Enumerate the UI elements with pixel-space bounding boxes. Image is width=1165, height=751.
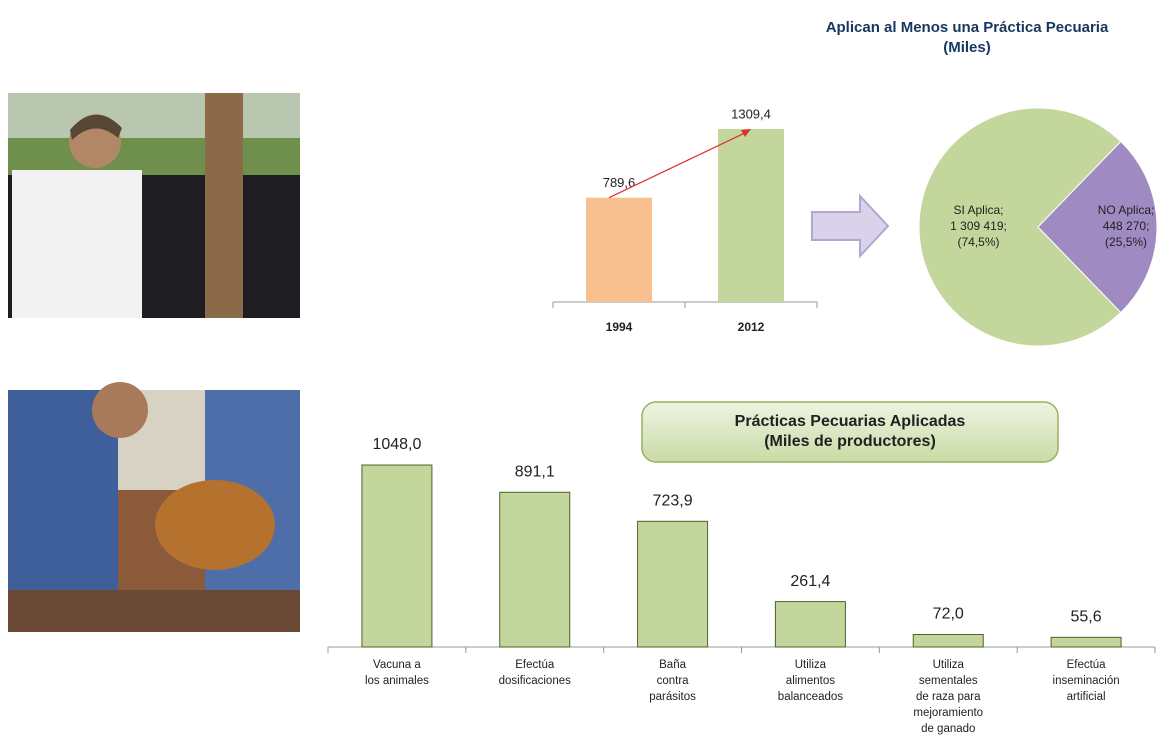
x-tick-label: 2012	[738, 320, 765, 334]
value-label: 55,6	[1071, 609, 1102, 626]
bar	[718, 128, 784, 302]
pie-slice	[918, 107, 1122, 347]
transition-arrow	[811, 193, 890, 259]
photo-cattle	[8, 93, 300, 318]
x-tick-label: Utiliza alimentos balanceados	[778, 659, 843, 703]
photo-chicken	[8, 382, 300, 632]
value-label: 723,9	[653, 493, 693, 510]
pie-slice	[1037, 140, 1158, 314]
value-label: 789,6	[603, 175, 636, 190]
x-tick-label: Baña contra parásitos	[649, 659, 696, 703]
x-tick-label: Vacuna a los animales	[365, 659, 429, 687]
value-label: 1309,4	[731, 106, 771, 121]
bar-chart-title: Prácticas Pecuarias Aplicadas (Miles de p…	[735, 413, 966, 450]
pie-title: Aplican al Menos una Práctica Pecuaria (M…	[826, 19, 1109, 56]
growth-arrowhead	[741, 128, 751, 137]
x-tick-label: Efectúa inseminación artificial	[1053, 659, 1120, 703]
title-box	[641, 401, 1059, 463]
x-tick-label: 1994	[606, 320, 633, 334]
value-label: 261,4	[790, 573, 830, 590]
value-label: 72,0	[933, 606, 964, 623]
growth-arrow	[608, 131, 748, 199]
bar	[637, 520, 709, 648]
slice-label: NO Aplica;	[1098, 203, 1155, 217]
bar	[774, 601, 846, 648]
bar	[499, 491, 571, 648]
x-tick-label: Utiliza sementales de raza para mejoramient…	[913, 659, 983, 735]
slice-label: SI Aplica;	[953, 203, 1003, 217]
count-label: 448 270;	[1103, 219, 1150, 233]
bar	[586, 197, 652, 302]
percent-label: (25,5%)	[1105, 235, 1147, 249]
bar	[912, 633, 984, 648]
x-tick-label: Efectúa dosificaciones	[499, 659, 571, 687]
percent-label: (74,5%)	[957, 235, 999, 249]
value-label: 891,1	[515, 463, 555, 480]
value-label: 1048,0	[372, 436, 421, 453]
bar	[1050, 636, 1122, 648]
bar	[361, 464, 433, 648]
count-label: 1 309 419;	[950, 219, 1007, 233]
